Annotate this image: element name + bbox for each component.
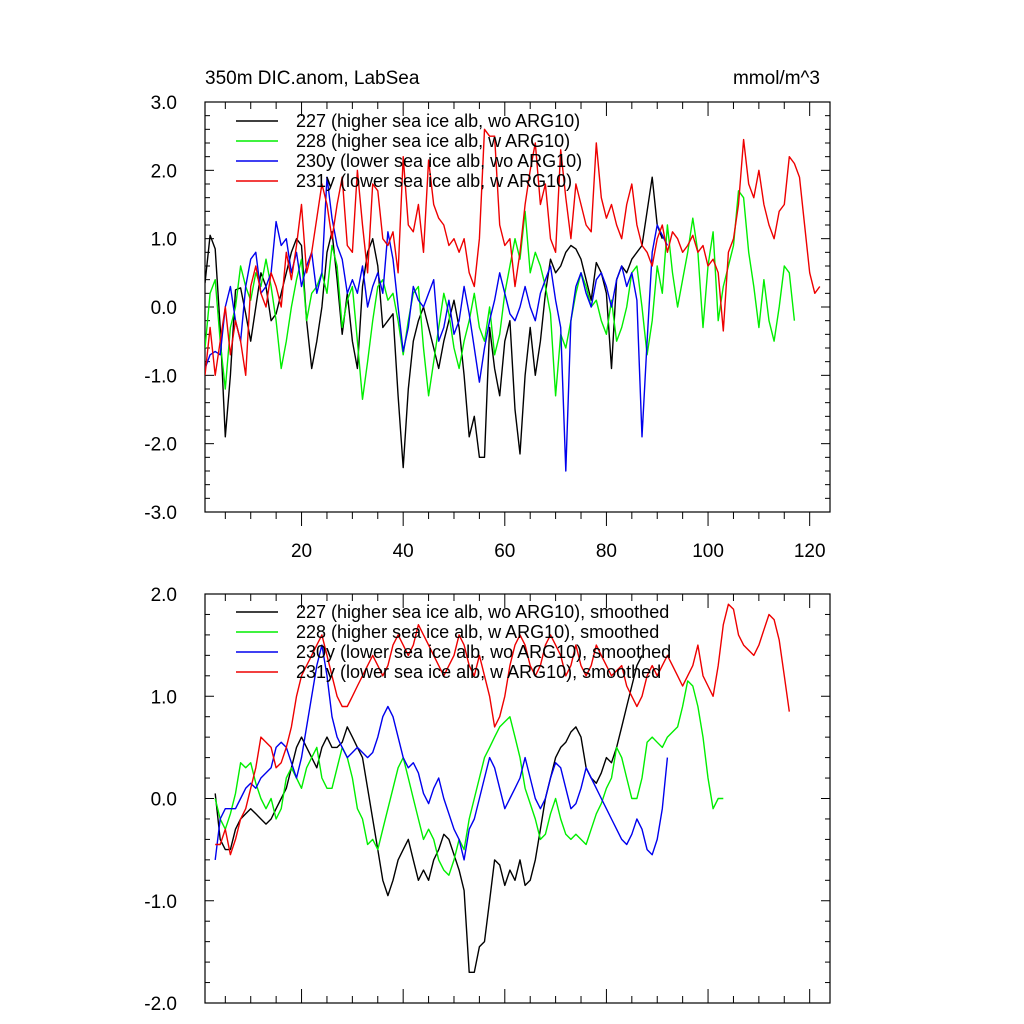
y-tick-label: 0.0: [151, 790, 177, 811]
y-tick-label: -1.0: [144, 892, 177, 913]
x-tick-label: 100: [692, 541, 724, 562]
chart-title: 350m DIC.anom, LabSea: [205, 68, 420, 89]
y-tick-label: -2.0: [144, 435, 177, 456]
legend-label-4: 231y (lower sea ice alb, w ARG10): [296, 171, 572, 191]
y-tick-label: 3.0: [151, 93, 177, 114]
x-tick-label: 80: [596, 541, 617, 562]
x-tick-label: 40: [393, 541, 414, 562]
x-tick-label: 60: [494, 541, 515, 562]
legend-label-4: 231y (lower sea ice alb, w ARG10), smoot…: [296, 662, 661, 682]
series-line-4: [215, 603, 790, 856]
series-line-4: [205, 128, 821, 376]
legend-label-3: 230y (lower sea ice alb, wo ARG10), smoo…: [296, 642, 671, 662]
legend-label-2: 228 (higher sea ice alb, w ARG10): [296, 131, 570, 151]
y-tick-label: 1.0: [151, 230, 177, 251]
top-chart: 3.0 2.0 1.0 0.0 -1.0 -2.0 -3.0 20 40 60 80 100 120 35…: [144, 68, 831, 562]
series-line-1: [205, 176, 663, 469]
y-tick-label: 0.0: [151, 298, 177, 319]
legend-label-1: 227 (higher sea ice alb, wo ARG10): [296, 111, 580, 131]
series-line-3: [205, 176, 669, 472]
y-tick-label: 1.0: [151, 687, 177, 708]
y-tick-label: -2.0: [144, 994, 177, 1015]
legend-label-1: 227 (higher sea ice alb, wo ARG10), smoo…: [296, 602, 669, 622]
x-tick-label: 20: [291, 541, 312, 562]
series-line-3: [214, 644, 669, 861]
bottom-chart: 2.0 1.0 0.0 -1.0 -2.0 227 (higher sea ice alb…: [144, 585, 831, 1015]
series-line-2: [214, 680, 724, 876]
y-tick-label: -1.0: [144, 366, 177, 387]
legend-label-3: 230y (lower sea ice alb, wo ARG10): [296, 151, 582, 171]
y-tick-label: 2.0: [151, 585, 177, 606]
units-label: mmol/m^3: [733, 68, 820, 89]
y-tick-label: 2.0: [151, 161, 177, 182]
x-tick-label: 120: [794, 541, 826, 562]
series-line-1: [214, 655, 643, 973]
legend-label-2: 228 (higher sea ice alb, w ARG10), smoot…: [296, 622, 659, 642]
y-tick-label: -3.0: [144, 503, 177, 524]
